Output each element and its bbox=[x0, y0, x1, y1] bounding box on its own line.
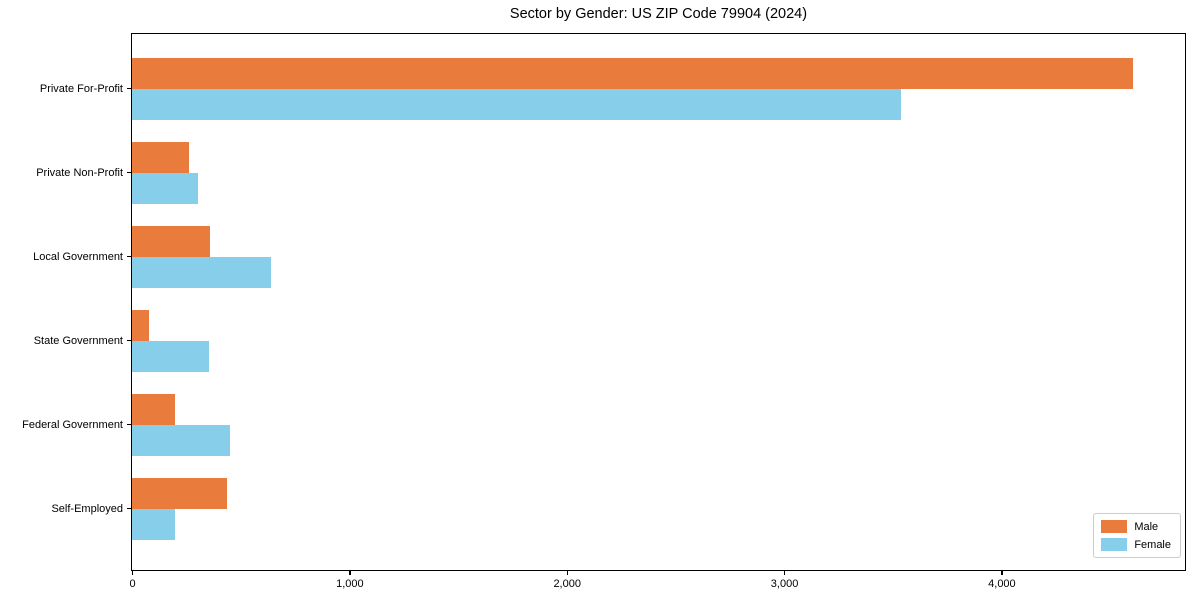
y-tick-mark bbox=[127, 424, 131, 426]
bar-female-1 bbox=[132, 89, 902, 120]
y-tick-mark bbox=[127, 340, 131, 342]
plot-area: Male Female bbox=[131, 33, 1186, 571]
legend-item-male: Male bbox=[1101, 520, 1171, 533]
x-tick-label: 3,000 bbox=[770, 578, 799, 590]
y-tick-mark bbox=[127, 508, 131, 510]
y-tick-mark bbox=[127, 256, 131, 258]
x-tick-label: 2,000 bbox=[553, 578, 581, 590]
legend-swatch-male bbox=[1101, 520, 1128, 533]
legend-swatch-female bbox=[1101, 538, 1128, 551]
y-tick-label: Self-Employed bbox=[51, 502, 123, 515]
x-tick-mark bbox=[131, 571, 134, 575]
chart-title: Sector by Gender: US ZIP Code 79904 (202… bbox=[509, 6, 808, 22]
x-tick-mark bbox=[783, 571, 786, 575]
x-tick-label: 4,000 bbox=[988, 578, 1016, 590]
bar-male-3 bbox=[132, 226, 211, 257]
y-tick-mark bbox=[127, 88, 131, 90]
bar-male-5 bbox=[132, 394, 176, 425]
y-tick-label: Private For-Profit bbox=[39, 82, 123, 95]
legend-label: Female bbox=[1134, 538, 1171, 551]
y-tick-label: Private Non-Profit bbox=[36, 166, 123, 179]
x-tick-label: 1,000 bbox=[336, 578, 364, 590]
legend-item-female: Female bbox=[1101, 538, 1171, 551]
bar-male-1 bbox=[132, 58, 1133, 89]
bar-male-2 bbox=[132, 142, 189, 173]
x-tick-mark bbox=[1001, 571, 1003, 575]
x-tick-mark bbox=[349, 571, 351, 575]
bar-male-6 bbox=[132, 478, 227, 509]
bar-female-3 bbox=[132, 257, 272, 288]
legend: Male Female bbox=[1093, 513, 1181, 558]
bar-female-5 bbox=[132, 425, 230, 456]
bar-female-4 bbox=[132, 341, 210, 372]
bar-female-2 bbox=[132, 173, 199, 204]
bar-male-4 bbox=[132, 310, 150, 341]
x-tick-label: 0 bbox=[129, 578, 136, 590]
y-tick-label: State Government bbox=[33, 334, 123, 347]
y-tick-label: Federal Government bbox=[22, 418, 123, 431]
y-tick-label: Local Government bbox=[33, 250, 123, 263]
y-tick-mark bbox=[127, 172, 131, 174]
bar-female-6 bbox=[132, 509, 176, 540]
x-tick-mark bbox=[566, 571, 568, 575]
legend-label: Male bbox=[1134, 520, 1159, 533]
